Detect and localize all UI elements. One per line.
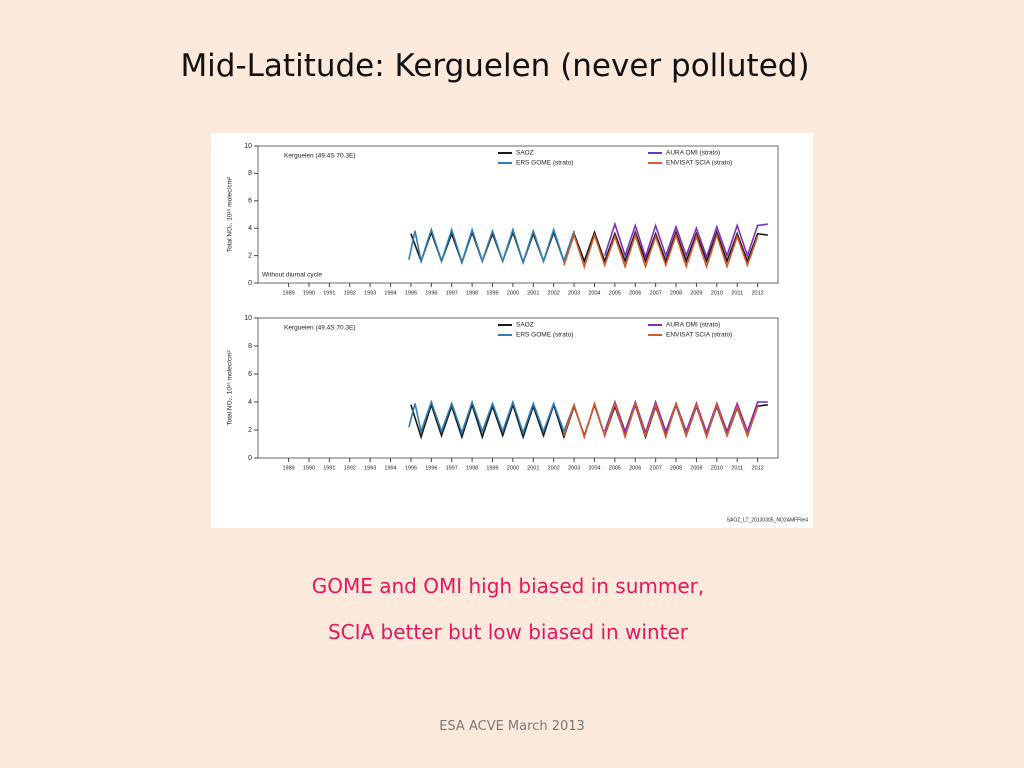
data-line [408, 226, 575, 266]
y-tick-label: 6 [248, 371, 252, 378]
x-tick-label: 2002 [548, 465, 560, 471]
chart-title: Kerguelen (49.4S 70.3E) [284, 153, 356, 160]
x-tick-label: 2003 [568, 290, 580, 296]
x-tick-label: 2001 [527, 465, 539, 471]
data-line [563, 400, 759, 440]
y-tick-label: 6 [248, 198, 252, 205]
x-tick-label: 2002 [548, 290, 560, 296]
y-tick-label: 4 [248, 399, 252, 406]
x-tick-label: 1994 [384, 465, 396, 471]
x-tick-label: 2009 [690, 290, 702, 296]
data-line [603, 221, 768, 260]
x-tick-label: 1998 [466, 290, 478, 296]
plot-area [257, 317, 779, 459]
x-tick-label: 1992 [344, 290, 356, 296]
x-tick-label: 2004 [588, 465, 600, 471]
x-tick-label: 1990 [303, 290, 315, 296]
x-tick-label: 2012 [751, 465, 763, 471]
legend-label: ERS GOME (strato) [516, 332, 573, 339]
slide-title: Mid-Latitude: Kerguelen (never polluted) [180, 48, 810, 84]
x-tick-label: 1997 [446, 290, 458, 296]
x-tick-label: 2010 [711, 465, 723, 471]
y-tick-label: 8 [248, 343, 252, 350]
x-tick-label: 2004 [588, 290, 600, 296]
legend-label: ENVISAT SCIA (strato) [666, 332, 732, 339]
x-tick-label: 1989 [282, 465, 294, 471]
x-tick-label: 2009 [690, 465, 702, 471]
x-tick-label: 2006 [629, 465, 641, 471]
legend-label: AURA OMI (strato) [666, 322, 720, 329]
y-tick-label: 10 [244, 315, 252, 322]
x-tick-label: 1993 [364, 465, 376, 471]
x-tick-label: 1995 [405, 465, 417, 471]
x-tick-label: 2006 [629, 290, 641, 296]
y-tick-label: 10 [244, 143, 252, 150]
caption-line: GOME and OMI high biased in summer, [311, 574, 705, 598]
y-axis-label: Total NO₂, 10¹⁵ molec/cm² [227, 350, 234, 426]
x-tick-label: 1991 [323, 465, 335, 471]
x-tick-label: 1994 [384, 290, 396, 296]
legend-label: ENVISAT SCIA (strato) [666, 160, 732, 167]
y-axis-label: Total NO₂, 10¹⁵ molec/cm² [227, 176, 234, 252]
x-tick-label: 2012 [751, 290, 763, 296]
x-tick-label: 1996 [425, 290, 437, 296]
y-tick-label: 0 [248, 280, 252, 287]
x-tick-label: 2010 [711, 290, 723, 296]
x-tick-label: 2008 [670, 465, 682, 471]
legend-label: ERS GOME (strato) [516, 160, 573, 167]
image-label: SAOZ_LT_20130305_NO2AMFFile4 [727, 517, 809, 523]
data-line [603, 399, 768, 436]
x-tick-label: 1997 [446, 465, 458, 471]
y-tick-label: 0 [248, 455, 252, 462]
data-line [563, 232, 759, 270]
x-tick-label: 1990 [303, 465, 315, 471]
annotation: Without diurnal cycle [262, 272, 322, 279]
x-tick-label: 2000 [507, 290, 519, 296]
x-tick-label: 1992 [344, 465, 356, 471]
x-tick-label: 2001 [527, 290, 539, 296]
legend-label: SAOZ [516, 322, 534, 329]
x-tick-label: 2011 [731, 290, 743, 296]
x-tick-label: 2007 [650, 465, 662, 471]
caption-line: SCIA better but low biased in winter [327, 620, 689, 644]
chart-title: Kerguelen (49.4S 70.3E) [284, 325, 356, 332]
legend-label: AURA OMI (strato) [666, 150, 720, 157]
x-tick-label: 2011 [731, 465, 743, 471]
x-tick-label: 2007 [650, 290, 662, 296]
x-tick-label: 1989 [282, 290, 294, 296]
x-tick-label: 1999 [486, 290, 498, 296]
x-tick-label: 2005 [609, 465, 621, 471]
legend-label: SAOZ [516, 150, 534, 157]
y-tick-label: 2 [248, 252, 252, 259]
x-tick-label: 1991 [323, 290, 335, 296]
plot-area [257, 145, 779, 284]
x-tick-label: 2008 [670, 290, 682, 296]
x-tick-label: 1999 [486, 465, 498, 471]
image-background [211, 133, 813, 528]
data-line [408, 399, 575, 436]
x-tick-label: 2005 [609, 290, 621, 296]
x-tick-label: 1993 [364, 290, 376, 296]
x-tick-label: 1995 [405, 290, 417, 296]
x-tick-label: 2000 [507, 465, 519, 471]
x-tick-label: 1998 [466, 465, 478, 471]
x-tick-label: 1996 [425, 465, 437, 471]
y-tick-label: 8 [248, 170, 252, 177]
y-tick-label: 2 [248, 427, 252, 434]
y-tick-label: 4 [248, 225, 252, 232]
x-tick-label: 2003 [568, 465, 580, 471]
footer: ESA ACVE March 2013 [439, 719, 585, 734]
